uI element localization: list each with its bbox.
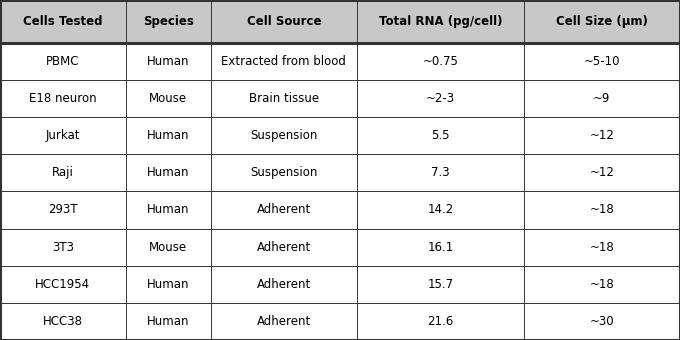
Text: Human: Human xyxy=(147,203,190,217)
Text: 16.1: 16.1 xyxy=(427,241,454,254)
Text: ~12: ~12 xyxy=(590,129,614,142)
Text: ~30: ~30 xyxy=(590,315,614,328)
Text: Extracted from blood: Extracted from blood xyxy=(222,55,346,68)
Text: 3T3: 3T3 xyxy=(52,241,74,254)
Text: ~5-10: ~5-10 xyxy=(583,55,620,68)
Bar xyxy=(0,303,680,340)
Text: Suspension: Suspension xyxy=(250,166,318,179)
Bar xyxy=(0,117,680,154)
Text: ~18: ~18 xyxy=(590,241,614,254)
Text: ~9: ~9 xyxy=(593,92,611,105)
Bar xyxy=(0,191,680,228)
Text: E18 neuron: E18 neuron xyxy=(29,92,97,105)
Text: 15.7: 15.7 xyxy=(427,278,454,291)
Text: Jurkat: Jurkat xyxy=(46,129,80,142)
Text: ~2-3: ~2-3 xyxy=(426,92,455,105)
Text: Human: Human xyxy=(147,129,190,142)
Bar xyxy=(0,43,680,80)
Text: HCC38: HCC38 xyxy=(43,315,83,328)
Text: Adherent: Adherent xyxy=(257,241,311,254)
Text: Mouse: Mouse xyxy=(149,92,188,105)
Text: PBMC: PBMC xyxy=(46,55,80,68)
Text: Total RNA (pg/cell): Total RNA (pg/cell) xyxy=(379,15,502,28)
Text: Cell Size (μm): Cell Size (μm) xyxy=(556,15,648,28)
Text: ~18: ~18 xyxy=(590,203,614,217)
Text: 21.6: 21.6 xyxy=(427,315,454,328)
Text: Adherent: Adherent xyxy=(257,278,311,291)
Text: Human: Human xyxy=(147,315,190,328)
Text: 14.2: 14.2 xyxy=(427,203,454,217)
Text: ~18: ~18 xyxy=(590,278,614,291)
Bar xyxy=(0,154,680,191)
Bar xyxy=(0,228,680,266)
Text: Human: Human xyxy=(147,55,190,68)
Text: Suspension: Suspension xyxy=(250,129,318,142)
Text: 293T: 293T xyxy=(48,203,78,217)
Text: ~12: ~12 xyxy=(590,166,614,179)
Text: Mouse: Mouse xyxy=(149,241,188,254)
Text: Adherent: Adherent xyxy=(257,203,311,217)
Text: Adherent: Adherent xyxy=(257,315,311,328)
Text: Brain tissue: Brain tissue xyxy=(249,92,319,105)
Bar xyxy=(0,266,680,303)
Bar xyxy=(0,80,680,117)
Text: Human: Human xyxy=(147,278,190,291)
Text: Species: Species xyxy=(143,15,194,28)
Text: Cells Tested: Cells Tested xyxy=(23,15,103,28)
Text: Raji: Raji xyxy=(52,166,74,179)
Text: Cell Source: Cell Source xyxy=(247,15,321,28)
Text: ~0.75: ~0.75 xyxy=(422,55,458,68)
Text: HCC1954: HCC1954 xyxy=(35,278,90,291)
Bar xyxy=(0,0,680,43)
Text: 5.5: 5.5 xyxy=(431,129,449,142)
Text: 7.3: 7.3 xyxy=(431,166,449,179)
Text: Human: Human xyxy=(147,166,190,179)
